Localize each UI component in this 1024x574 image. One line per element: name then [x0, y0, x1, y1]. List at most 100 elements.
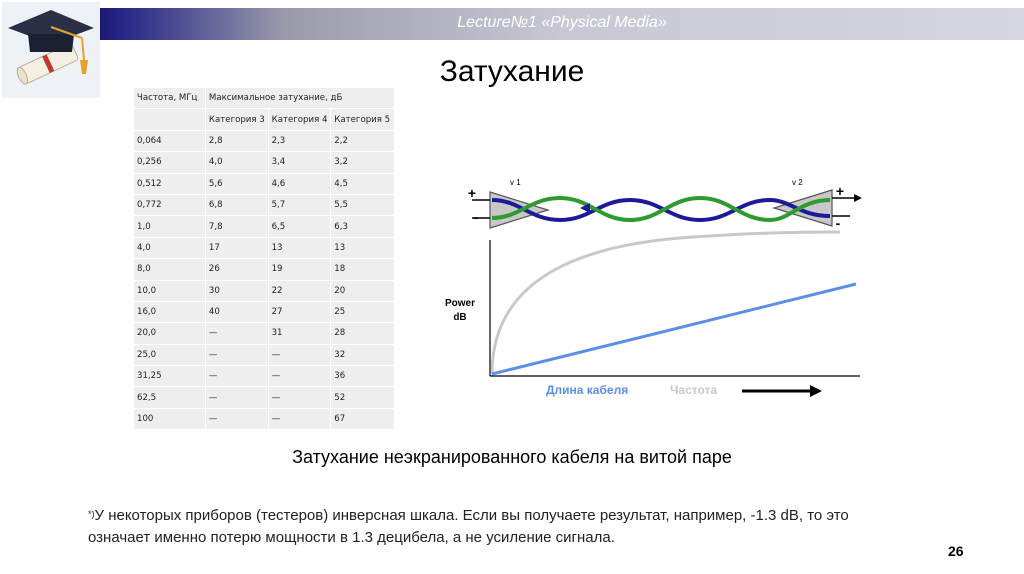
- attenuation-cell: 6,3: [330, 215, 395, 238]
- attenuation-cell: —: [204, 407, 269, 431]
- table-row: 8,0 26 19 18: [133, 258, 395, 281]
- table-row: 0,512 5,6 4,6 4,5: [133, 172, 395, 195]
- header-frequency: Частота, МГц: [133, 86, 206, 110]
- frequency-curve: [490, 230, 841, 375]
- y-axis-label-power: Power: [445, 298, 475, 309]
- table-row: 20,0—31 28: [133, 322, 395, 345]
- frequency-cell: 1,0: [133, 215, 206, 238]
- wire-green: [491, 195, 831, 223]
- frequency-cell: 100: [133, 407, 206, 431]
- y-axis-label-db: dB: [453, 312, 466, 323]
- attenuation-cell: —: [204, 322, 269, 345]
- table-row: 62,5— —52: [133, 386, 395, 409]
- table-row: 0,772 6,8 5,7 5,5: [133, 193, 395, 217]
- footnote-text: У некоторых приборов (тестеров) инверсна…: [88, 507, 849, 546]
- attenuation-cell: 6,8: [204, 193, 269, 217]
- attenuation-cell: 36: [330, 365, 395, 388]
- table-row: 1,0 7,8 6,5 6,3: [133, 215, 395, 238]
- minus-sign-right: -: [836, 215, 841, 231]
- slide-title: Затухание: [439, 55, 585, 88]
- attenuation-diagram: + - v 1 + - v 2 Power dB Длина кабеля Ча…: [445, 178, 862, 397]
- frequency-cell: 8,0: [133, 258, 206, 281]
- frequency-cell: 0,512: [133, 172, 206, 195]
- attenuation-cell: 4,0: [204, 151, 269, 174]
- frequency-cell: 0,772: [133, 193, 206, 217]
- frequency-cell: 16,0: [133, 300, 206, 324]
- frequency-cell: 20,0: [133, 322, 206, 345]
- attenuation-cell: 2,3: [267, 129, 332, 153]
- attenuation-cell: —: [204, 365, 269, 388]
- header-category-3: Категория 3: [204, 108, 269, 131]
- attenuation-cell: 13: [330, 236, 395, 260]
- attenuation-cell: 27: [267, 300, 332, 324]
- attenuation-cell: 19: [267, 258, 332, 281]
- frequency-cell: 62,5: [133, 386, 206, 409]
- header-category-5: Категория 5: [330, 108, 395, 131]
- attenuation-cell: 4,5: [330, 172, 395, 195]
- plus-sign-left: +: [468, 185, 476, 201]
- frequency-cell: 4,0: [133, 236, 206, 260]
- table-row: 31,25— —36: [133, 365, 395, 388]
- attenuation-cell: 25: [330, 300, 395, 324]
- attenuation-cell: —: [267, 343, 332, 367]
- header-empty: [133, 108, 206, 131]
- header-bar: Lecture№1 «Physical Media»: [100, 8, 1024, 40]
- attenuation-cell: 5,5: [330, 193, 395, 217]
- table-row: 0,256 4,0 3,4 3,2: [133, 151, 395, 174]
- attenuation-cell: 18: [330, 258, 395, 281]
- attenuation-cell: 31: [267, 322, 332, 345]
- attenuation-cell: 52: [330, 386, 395, 409]
- frequency-cell: 0,256: [133, 151, 206, 174]
- frequency-cell: 0,064: [133, 129, 206, 153]
- attenuation-cell: 13: [267, 236, 332, 260]
- attenuation-cell: 17: [204, 236, 269, 260]
- attenuation-cell: 2,2: [330, 129, 395, 153]
- attenuation-cell: 30: [204, 279, 269, 302]
- attenuation-cell: 5,6: [204, 172, 269, 195]
- footnote: *)У некоторых приборов (тестеров) инверс…: [88, 505, 908, 549]
- attenuation-cell: 22: [267, 279, 332, 302]
- frequency-cell: 10,0: [133, 279, 206, 302]
- table-header-row: Частота, МГц Максимальное затухание, дБ: [133, 86, 396, 110]
- table-row: 16,0 40 27 25: [133, 300, 395, 324]
- slide-caption: Затухание неэкранированного кабеля на ви…: [292, 447, 732, 467]
- attenuation-cell: 40: [204, 300, 269, 324]
- table-row: 0,064 2,8 2,3 2,2: [133, 129, 395, 153]
- plus-sign-right: +: [836, 183, 844, 199]
- attenuation-table: Частота, МГц Максимальное затухание, дБ …: [133, 86, 396, 431]
- attenuation-cell: 7,8: [204, 215, 269, 238]
- attenuation-cell: 26: [204, 258, 269, 281]
- graduation-cap-logo: [2, 2, 100, 98]
- current-arrow-icon: [580, 203, 590, 213]
- attenuation-cell: 4,6: [267, 172, 332, 195]
- attenuation-cell: —: [267, 407, 332, 431]
- attenuation-cell: 6,5: [267, 215, 332, 238]
- header-category-4: Категория 4: [267, 108, 332, 131]
- page-number: 26: [948, 543, 964, 559]
- v2-label: v 2: [792, 178, 803, 187]
- legend-frequency: Частота: [670, 383, 717, 397]
- table-row: 25,0— —32: [133, 343, 395, 367]
- v1-label: v 1: [510, 178, 521, 187]
- attenuation-cell: 67: [330, 407, 395, 431]
- attenuation-cell: 5,7: [267, 193, 332, 217]
- table-row: 100— —67: [133, 407, 395, 431]
- table-row: 4,0 17 13 13: [133, 236, 395, 260]
- length-line: [491, 282, 857, 376]
- frequency-cell: 31,25: [133, 365, 206, 388]
- table-row: 10,0 30 22 20: [133, 279, 395, 302]
- attenuation-cell: 3,2: [330, 151, 395, 174]
- attenuation-cell: —: [204, 343, 269, 367]
- header-max-attenuation: Максимальное затухание, дБ: [204, 86, 396, 110]
- attenuation-cell: 32: [330, 343, 395, 367]
- attenuation-cell: 3,4: [267, 151, 332, 174]
- minus-sign-left: -: [474, 209, 479, 225]
- lecture-title: Lecture№1 «Physical Media»: [457, 14, 667, 31]
- footnote-mark: *): [88, 509, 95, 519]
- attenuation-cell: —: [267, 365, 332, 388]
- attenuation-cell: 28: [330, 322, 395, 345]
- attenuation-cell: 20: [330, 279, 395, 302]
- attenuation-cell: 2,8: [204, 129, 269, 153]
- frequency-cell: 25,0: [133, 343, 206, 367]
- table-subheader-row: Категория 3 Категория 4 Категория 5: [133, 108, 395, 131]
